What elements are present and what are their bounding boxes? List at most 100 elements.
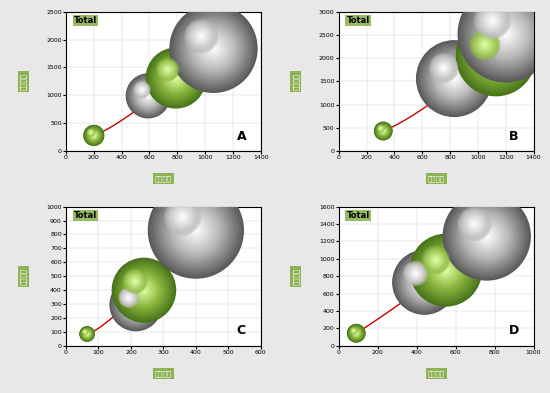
Ellipse shape <box>452 201 521 271</box>
Ellipse shape <box>488 16 497 26</box>
Ellipse shape <box>482 10 503 31</box>
Ellipse shape <box>494 54 498 58</box>
Ellipse shape <box>131 277 157 303</box>
Ellipse shape <box>353 330 355 332</box>
Ellipse shape <box>466 26 526 86</box>
Ellipse shape <box>415 239 477 301</box>
Ellipse shape <box>464 213 486 235</box>
Ellipse shape <box>463 22 530 90</box>
Ellipse shape <box>353 330 354 331</box>
Ellipse shape <box>485 234 489 239</box>
Ellipse shape <box>81 328 93 340</box>
Ellipse shape <box>460 209 489 239</box>
Text: A: A <box>236 130 246 143</box>
Ellipse shape <box>182 17 245 80</box>
Ellipse shape <box>501 29 510 39</box>
Ellipse shape <box>412 270 419 277</box>
Ellipse shape <box>419 43 490 114</box>
Ellipse shape <box>444 68 465 89</box>
Ellipse shape <box>483 43 509 69</box>
Ellipse shape <box>420 277 429 287</box>
Ellipse shape <box>83 330 87 334</box>
Ellipse shape <box>471 221 502 252</box>
Ellipse shape <box>478 6 507 35</box>
Ellipse shape <box>420 278 428 286</box>
Ellipse shape <box>483 11 528 57</box>
Ellipse shape <box>80 327 94 341</box>
Ellipse shape <box>135 83 149 96</box>
Ellipse shape <box>175 77 177 79</box>
Ellipse shape <box>396 254 453 311</box>
Ellipse shape <box>504 33 507 35</box>
Ellipse shape <box>83 330 91 338</box>
Ellipse shape <box>141 288 146 292</box>
Ellipse shape <box>122 291 135 304</box>
Ellipse shape <box>139 86 157 105</box>
Ellipse shape <box>397 255 452 310</box>
Ellipse shape <box>439 64 469 94</box>
Ellipse shape <box>128 296 144 313</box>
Ellipse shape <box>490 18 521 50</box>
Ellipse shape <box>166 68 185 88</box>
Ellipse shape <box>475 3 536 65</box>
Ellipse shape <box>477 5 508 37</box>
Ellipse shape <box>486 15 498 27</box>
Ellipse shape <box>434 258 438 262</box>
Ellipse shape <box>89 130 99 141</box>
Ellipse shape <box>84 126 103 145</box>
Ellipse shape <box>137 84 159 107</box>
Ellipse shape <box>129 77 167 115</box>
Ellipse shape <box>447 71 461 86</box>
Ellipse shape <box>169 203 223 258</box>
Ellipse shape <box>462 211 512 261</box>
Ellipse shape <box>86 127 102 143</box>
Ellipse shape <box>129 275 159 305</box>
Ellipse shape <box>119 288 138 307</box>
Ellipse shape <box>135 304 136 305</box>
Ellipse shape <box>81 328 94 340</box>
Ellipse shape <box>459 208 515 264</box>
Ellipse shape <box>175 210 216 251</box>
Ellipse shape <box>153 56 198 101</box>
Ellipse shape <box>458 17 535 95</box>
Ellipse shape <box>82 330 87 334</box>
Ellipse shape <box>83 330 91 338</box>
Ellipse shape <box>411 269 438 296</box>
Ellipse shape <box>174 209 191 226</box>
Ellipse shape <box>414 272 417 275</box>
Ellipse shape <box>82 329 92 340</box>
Ellipse shape <box>412 270 437 295</box>
Ellipse shape <box>354 331 359 336</box>
Ellipse shape <box>193 28 234 69</box>
Ellipse shape <box>427 252 465 289</box>
Ellipse shape <box>191 26 211 46</box>
Ellipse shape <box>467 216 482 232</box>
Ellipse shape <box>458 0 550 82</box>
Ellipse shape <box>493 53 499 59</box>
Ellipse shape <box>80 327 94 341</box>
Ellipse shape <box>410 234 481 306</box>
Ellipse shape <box>463 212 510 260</box>
Ellipse shape <box>354 331 359 336</box>
Ellipse shape <box>164 66 188 90</box>
Ellipse shape <box>425 249 467 292</box>
Ellipse shape <box>422 46 486 111</box>
Ellipse shape <box>483 11 502 30</box>
Ellipse shape <box>471 31 521 81</box>
Ellipse shape <box>428 52 481 105</box>
Ellipse shape <box>168 202 197 231</box>
Ellipse shape <box>437 61 450 75</box>
Ellipse shape <box>432 56 477 101</box>
Ellipse shape <box>158 192 234 268</box>
Ellipse shape <box>192 27 235 70</box>
Ellipse shape <box>171 205 221 255</box>
Ellipse shape <box>139 86 145 93</box>
Ellipse shape <box>479 229 494 244</box>
Ellipse shape <box>470 0 541 70</box>
Ellipse shape <box>433 58 475 99</box>
Ellipse shape <box>115 261 173 320</box>
Ellipse shape <box>185 220 207 241</box>
Ellipse shape <box>82 329 92 339</box>
Ellipse shape <box>463 0 548 77</box>
Ellipse shape <box>126 273 161 308</box>
